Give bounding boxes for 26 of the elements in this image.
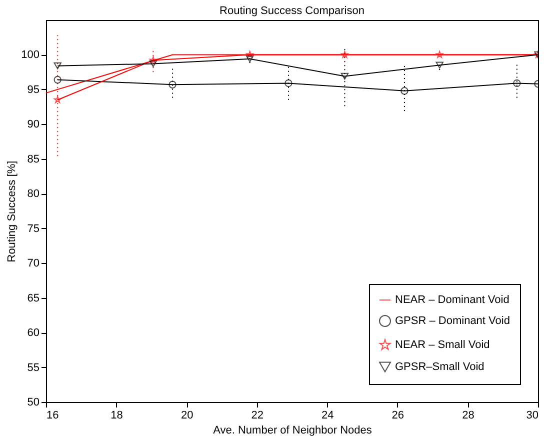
x-tick-label: 20 — [180, 410, 194, 422]
x-tick-label: 16 — [46, 410, 59, 422]
y-tick-label: 60 — [27, 327, 40, 340]
y-tick-label: 75 — [27, 222, 40, 235]
y-tick-label: 85 — [27, 153, 40, 166]
legend-label: GPSR–Small Void — [395, 361, 484, 373]
x-tick-label: 24 — [322, 410, 334, 422]
y-tick-label: 100 — [21, 49, 40, 62]
x-tick-label: 26 — [392, 410, 404, 422]
legend-label: NEAR – Dominant Void — [395, 294, 510, 306]
y-tick-label: 50 — [27, 396, 40, 408]
y-tick-label: 90 — [27, 118, 40, 131]
chart-title: Routing Success Comparison — [220, 5, 364, 17]
x-tick-label: 28 — [462, 410, 474, 422]
x-tick-label: 18 — [110, 410, 123, 422]
y-axis-title: Routing Success [%] — [6, 160, 18, 262]
x-axis-title: Ave. Number of Neighbor Nodes — [213, 424, 372, 436]
y-tick-label: 80 — [27, 188, 40, 200]
legend-label: GPSR – Dominant Void — [395, 315, 510, 327]
legend-label: NEAR – Small Void — [395, 339, 490, 351]
y-tick-label: 95 — [27, 84, 40, 96]
x-tick-label: 22 — [251, 410, 264, 422]
y-tick-label: 70 — [27, 258, 40, 270]
y-tick-label: 65 — [27, 292, 40, 304]
x-tick-label: 30 — [526, 410, 538, 422]
y-tick-label: 55 — [27, 362, 40, 374]
